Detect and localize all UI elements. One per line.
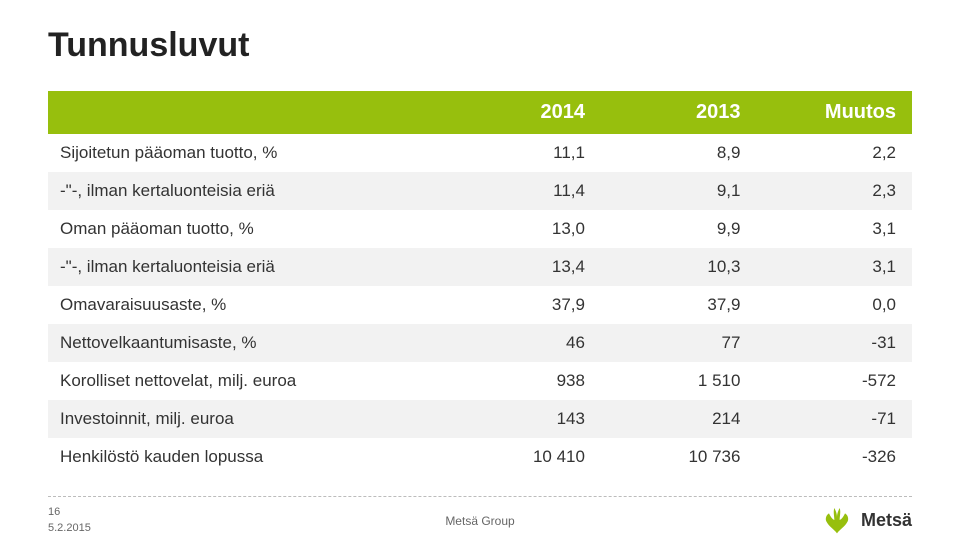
cell-change: -71 [756, 400, 912, 438]
cell-2013: 8,9 [601, 134, 757, 172]
brand-logo: Metsä [821, 504, 912, 536]
row-label: Korolliset nettovelat, milj. euroa [48, 362, 445, 400]
row-label: -"-, ilman kertaluonteisia eriä [48, 248, 445, 286]
cell-2013: 10,3 [601, 248, 757, 286]
cell-2014: 11,4 [445, 172, 601, 210]
cell-2014: 13,4 [445, 248, 601, 286]
cell-2014: 143 [445, 400, 601, 438]
cell-2014: 37,9 [445, 286, 601, 324]
slide: Tunnusluvut 2014 2013 Muutos Sijoitetun … [0, 0, 960, 546]
cell-2013: 9,1 [601, 172, 757, 210]
table-row: -"-, ilman kertaluonteisia eriä13,410,33… [48, 248, 912, 286]
col-header-2013: 2013 [601, 91, 757, 134]
cell-2013: 10 736 [601, 438, 757, 476]
row-label: Henkilöstö kauden lopussa [48, 438, 445, 476]
key-figures-table: 2014 2013 Muutos Sijoitetun pääoman tuot… [48, 91, 912, 476]
cell-change: 3,1 [756, 210, 912, 248]
cell-2013: 9,9 [601, 210, 757, 248]
row-label: Investoinnit, milj. euroa [48, 400, 445, 438]
table-row: Omavaraisuusaste, %37,937,90,0 [48, 286, 912, 324]
table-row: -"-, ilman kertaluonteisia eriä11,49,12,… [48, 172, 912, 210]
table-header-row: 2014 2013 Muutos [48, 91, 912, 134]
col-header-change: Muutos [756, 91, 912, 134]
table-row: Oman pääoman tuotto, %13,09,93,1 [48, 210, 912, 248]
footer: 16 5.2.2015 Metsä Group Metsä [0, 496, 960, 546]
cell-change: -572 [756, 362, 912, 400]
cell-change: 2,3 [756, 172, 912, 210]
moose-antlers-icon [821, 504, 853, 536]
cell-2014: 46 [445, 324, 601, 362]
cell-2014: 10 410 [445, 438, 601, 476]
row-label: -"-, ilman kertaluonteisia eriä [48, 172, 445, 210]
cell-2013: 77 [601, 324, 757, 362]
cell-2013: 214 [601, 400, 757, 438]
brand-name: Metsä [861, 510, 912, 531]
table-row: Henkilöstö kauden lopussa10 41010 736-32… [48, 438, 912, 476]
cell-change: -31 [756, 324, 912, 362]
table-row: Nettovelkaantumisaste, %4677-31 [48, 324, 912, 362]
col-header-blank [48, 91, 445, 134]
cell-change: 2,2 [756, 134, 912, 172]
footer-date: 5.2.2015 [48, 522, 91, 534]
cell-change: 0,0 [756, 286, 912, 324]
cell-change: -326 [756, 438, 912, 476]
cell-change: 3,1 [756, 248, 912, 286]
row-label: Omavaraisuusaste, % [48, 286, 445, 324]
cell-2014: 11,1 [445, 134, 601, 172]
cell-2014: 938 [445, 362, 601, 400]
footer-divider [48, 496, 912, 497]
col-header-2014: 2014 [445, 91, 601, 134]
row-label: Sijoitetun pääoman tuotto, % [48, 134, 445, 172]
table-body: Sijoitetun pääoman tuotto, %11,18,92,2-"… [48, 134, 912, 476]
cell-2013: 1 510 [601, 362, 757, 400]
cell-2013: 37,9 [601, 286, 757, 324]
page-number: 16 [48, 506, 60, 518]
row-label: Nettovelkaantumisaste, % [48, 324, 445, 362]
table-row: Korolliset nettovelat, milj. euroa9381 5… [48, 362, 912, 400]
cell-2014: 13,0 [445, 210, 601, 248]
row-label: Oman pääoman tuotto, % [48, 210, 445, 248]
page-title: Tunnusluvut [48, 26, 912, 65]
footer-group: Metsä Group [445, 514, 514, 528]
table-row: Sijoitetun pääoman tuotto, %11,18,92,2 [48, 134, 912, 172]
table-row: Investoinnit, milj. euroa143214-71 [48, 400, 912, 438]
